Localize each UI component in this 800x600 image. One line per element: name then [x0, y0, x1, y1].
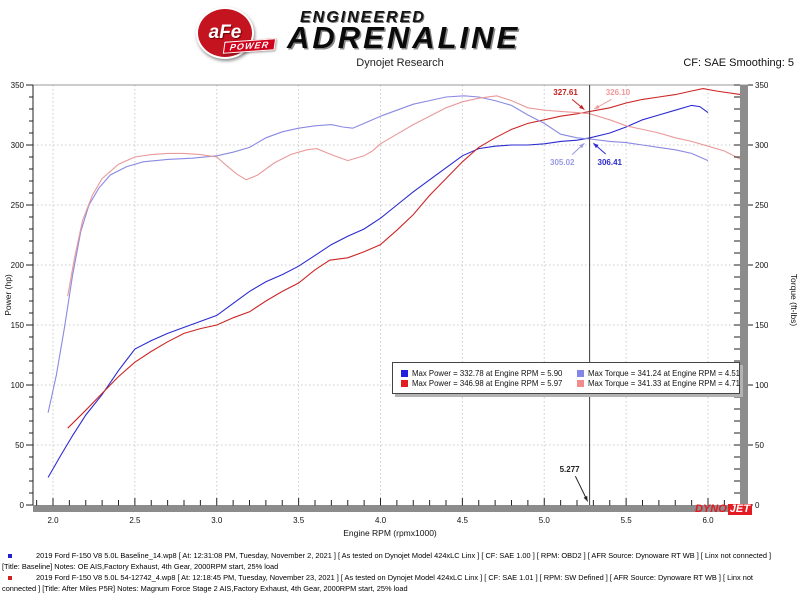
svg-text:50: 50	[15, 441, 24, 450]
run-line: 2019 Ford F-150 V8 5.0L 54-12742_4.wp8 […	[36, 573, 753, 582]
legend-text: Max Torque = 341.24 at Engine RPM = 4.51	[588, 368, 740, 378]
svg-text:200: 200	[11, 261, 25, 270]
svg-text:2.0: 2.0	[47, 516, 59, 525]
legend-text: Max Torque = 341.33 at Engine RPM = 4.71	[588, 378, 740, 388]
legend-box: Max Power = 332.78 at Engine RPM = 5.90 M…	[392, 362, 740, 394]
legend-swatch-icon	[401, 369, 408, 377]
curve-baseline-torque	[47, 95, 709, 413]
legend-text: Max Power = 332.78 at Engine RPM = 5.90	[412, 368, 563, 378]
run-line: connected ] [Title: After Miles P5R] Not…	[2, 583, 408, 593]
run-line: [Title: Baseline] Notes: OE AIS,Factory …	[2, 561, 279, 571]
legend-swatch-icon	[577, 379, 584, 387]
svg-text:5.0: 5.0	[539, 516, 551, 525]
cf-smoothing-label: CF: SAE Smoothing: 5	[683, 57, 794, 69]
svg-text:200: 200	[755, 261, 769, 270]
svg-text:0: 0	[755, 501, 760, 510]
annotation-326.10: 326.10	[606, 88, 631, 97]
afe-logo-text: aFe	[208, 22, 242, 43]
svg-text:6.0: 6.0	[702, 516, 714, 525]
run-modified-description: 2019 Ford F-150 V8 5.0L 54-12742_4.wp8 […	[0, 573, 800, 594]
header: aFe POWER ENGINEERED ADRENALINE Dynojet …	[0, 0, 800, 80]
svg-text:350: 350	[11, 81, 25, 90]
svg-text:150: 150	[755, 321, 769, 330]
svg-text:150: 150	[11, 321, 25, 330]
svg-text:100: 100	[755, 381, 769, 390]
dynojet-logo-jet: JET	[727, 503, 752, 515]
legend-item: Max Power = 332.78 at Engine RPM = 5.90	[393, 369, 569, 378]
annotation-327.61: 327.61	[553, 88, 578, 97]
dynojet-logo-dyno: DYNO	[695, 503, 727, 515]
legend-item: Max Torque = 341.33 at Engine RPM = 4.71	[569, 379, 740, 388]
svg-text:Engine RPM (rpmx1000): Engine RPM (rpmx1000)	[343, 528, 437, 538]
svg-text:5.5: 5.5	[621, 516, 633, 525]
svg-text:Power (hp): Power (hp)	[3, 274, 13, 316]
legend-swatch-icon	[401, 379, 408, 387]
svg-text:300: 300	[11, 141, 25, 150]
curve-baseline-power	[47, 104, 709, 478]
annotation-305.02: 305.02	[550, 158, 575, 167]
svg-text:3.0: 3.0	[211, 516, 223, 525]
svg-text:250: 250	[755, 201, 769, 210]
svg-text:4.5: 4.5	[457, 516, 469, 525]
svg-text:4.0: 4.0	[375, 516, 387, 525]
legend-text: Max Power = 346.98 at Engine RPM = 5.97	[412, 378, 563, 388]
chart-title: Dynojet Research	[356, 57, 444, 69]
svg-text:3.5: 3.5	[293, 516, 305, 525]
power-torque-curves	[47, 88, 742, 478]
curve-modified-power	[67, 88, 741, 429]
svg-text:300: 300	[755, 141, 769, 150]
legend-item: Max Power = 346.98 at Engine RPM = 5.97	[393, 379, 569, 388]
baseline-bullet-icon	[8, 554, 12, 558]
run-descriptions: 2019 Ford F-150 V8 5.0L Baseline_14.wp8 …	[0, 551, 800, 595]
annotation-5.277: 5.277	[560, 465, 581, 474]
run-baseline-description: 2019 Ford F-150 V8 5.0L Baseline_14.wp8 …	[0, 551, 800, 572]
svg-text:350: 350	[755, 81, 769, 90]
svg-text:0: 0	[20, 501, 25, 510]
legend-swatch-icon	[577, 369, 584, 377]
annotation-306.41: 306.41	[598, 158, 623, 167]
legend-item: Max Torque = 341.24 at Engine RPM = 4.51	[569, 369, 740, 378]
svg-text:50: 50	[755, 441, 764, 450]
svg-text:2.5: 2.5	[129, 516, 141, 525]
svg-text:Torque (ft-lbs): Torque (ft-lbs)	[789, 274, 799, 327]
axes: 0 50 100 150 200 250 300 350 2.0 2.5 3.0 3.5 4.0 4.5 5…	[3, 81, 799, 538]
brand-engineered: ENGINEERED	[300, 9, 426, 26]
brand-adrenaline: ADRENALINE	[287, 20, 521, 55]
modified-bullet-icon	[8, 576, 12, 580]
svg-text:250: 250	[11, 201, 25, 210]
run-line: 2019 Ford F-150 V8 5.0L Baseline_14.wp8 …	[36, 551, 772, 560]
gridlines	[33, 84, 748, 505]
dynojet-logo: DYNO JET	[695, 504, 752, 515]
curve-modified-torque	[67, 95, 742, 297]
cursor-annotations: 327.61 326.10 305.02 306.41 5.277	[550, 88, 631, 502]
svg-text:100: 100	[11, 381, 25, 390]
